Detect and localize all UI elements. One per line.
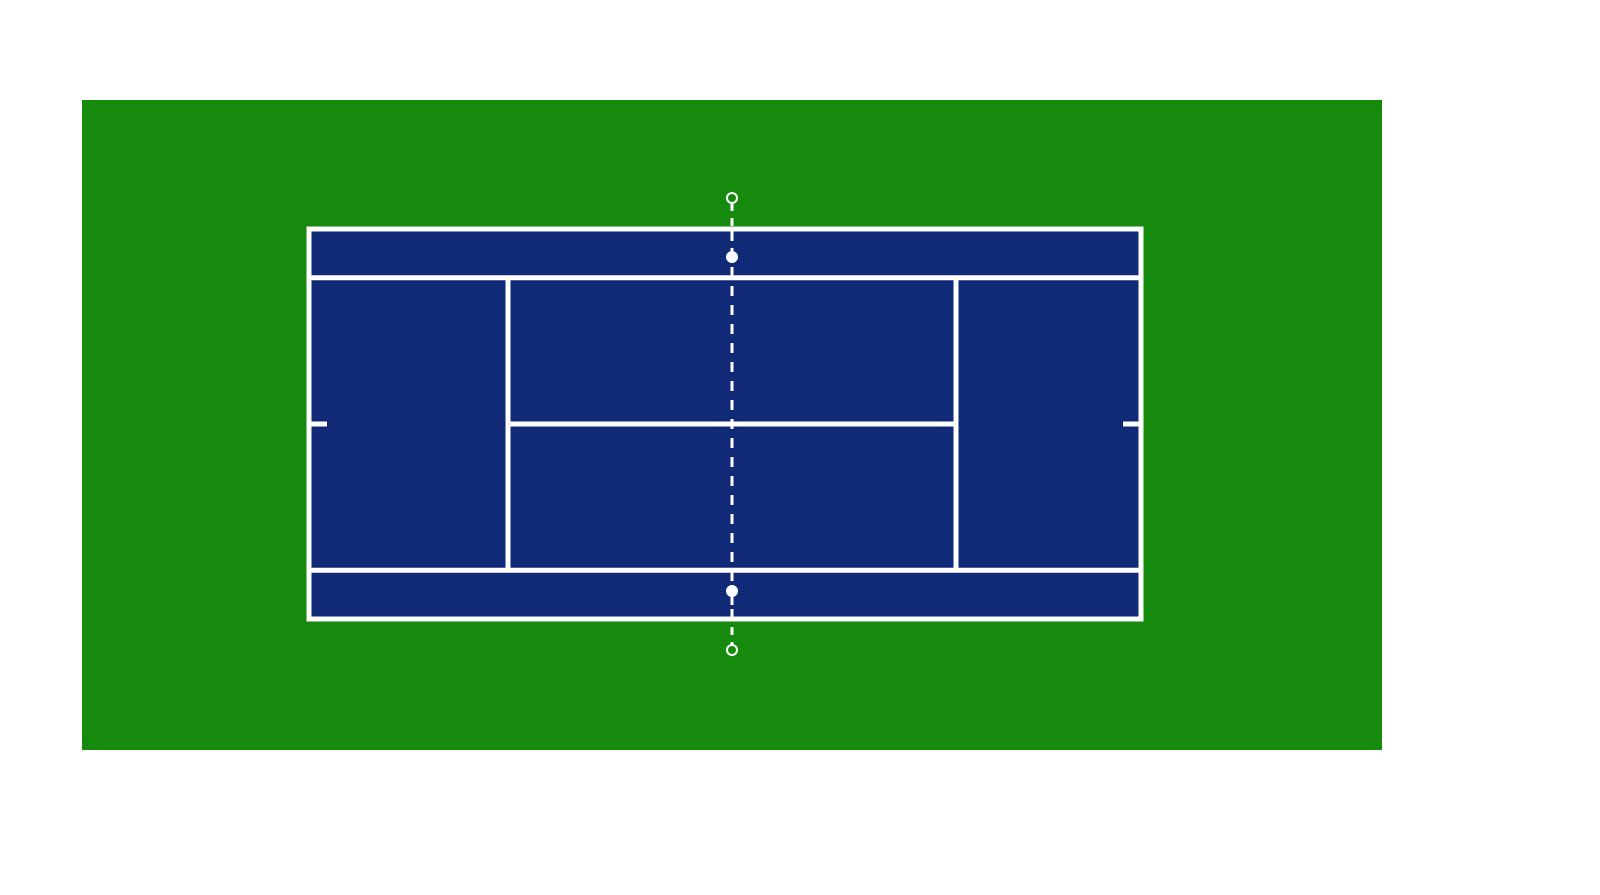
tennis-court-diagram [0, 0, 1600, 895]
net-strap-top [727, 252, 737, 262]
net-strap-bottom [727, 586, 737, 596]
